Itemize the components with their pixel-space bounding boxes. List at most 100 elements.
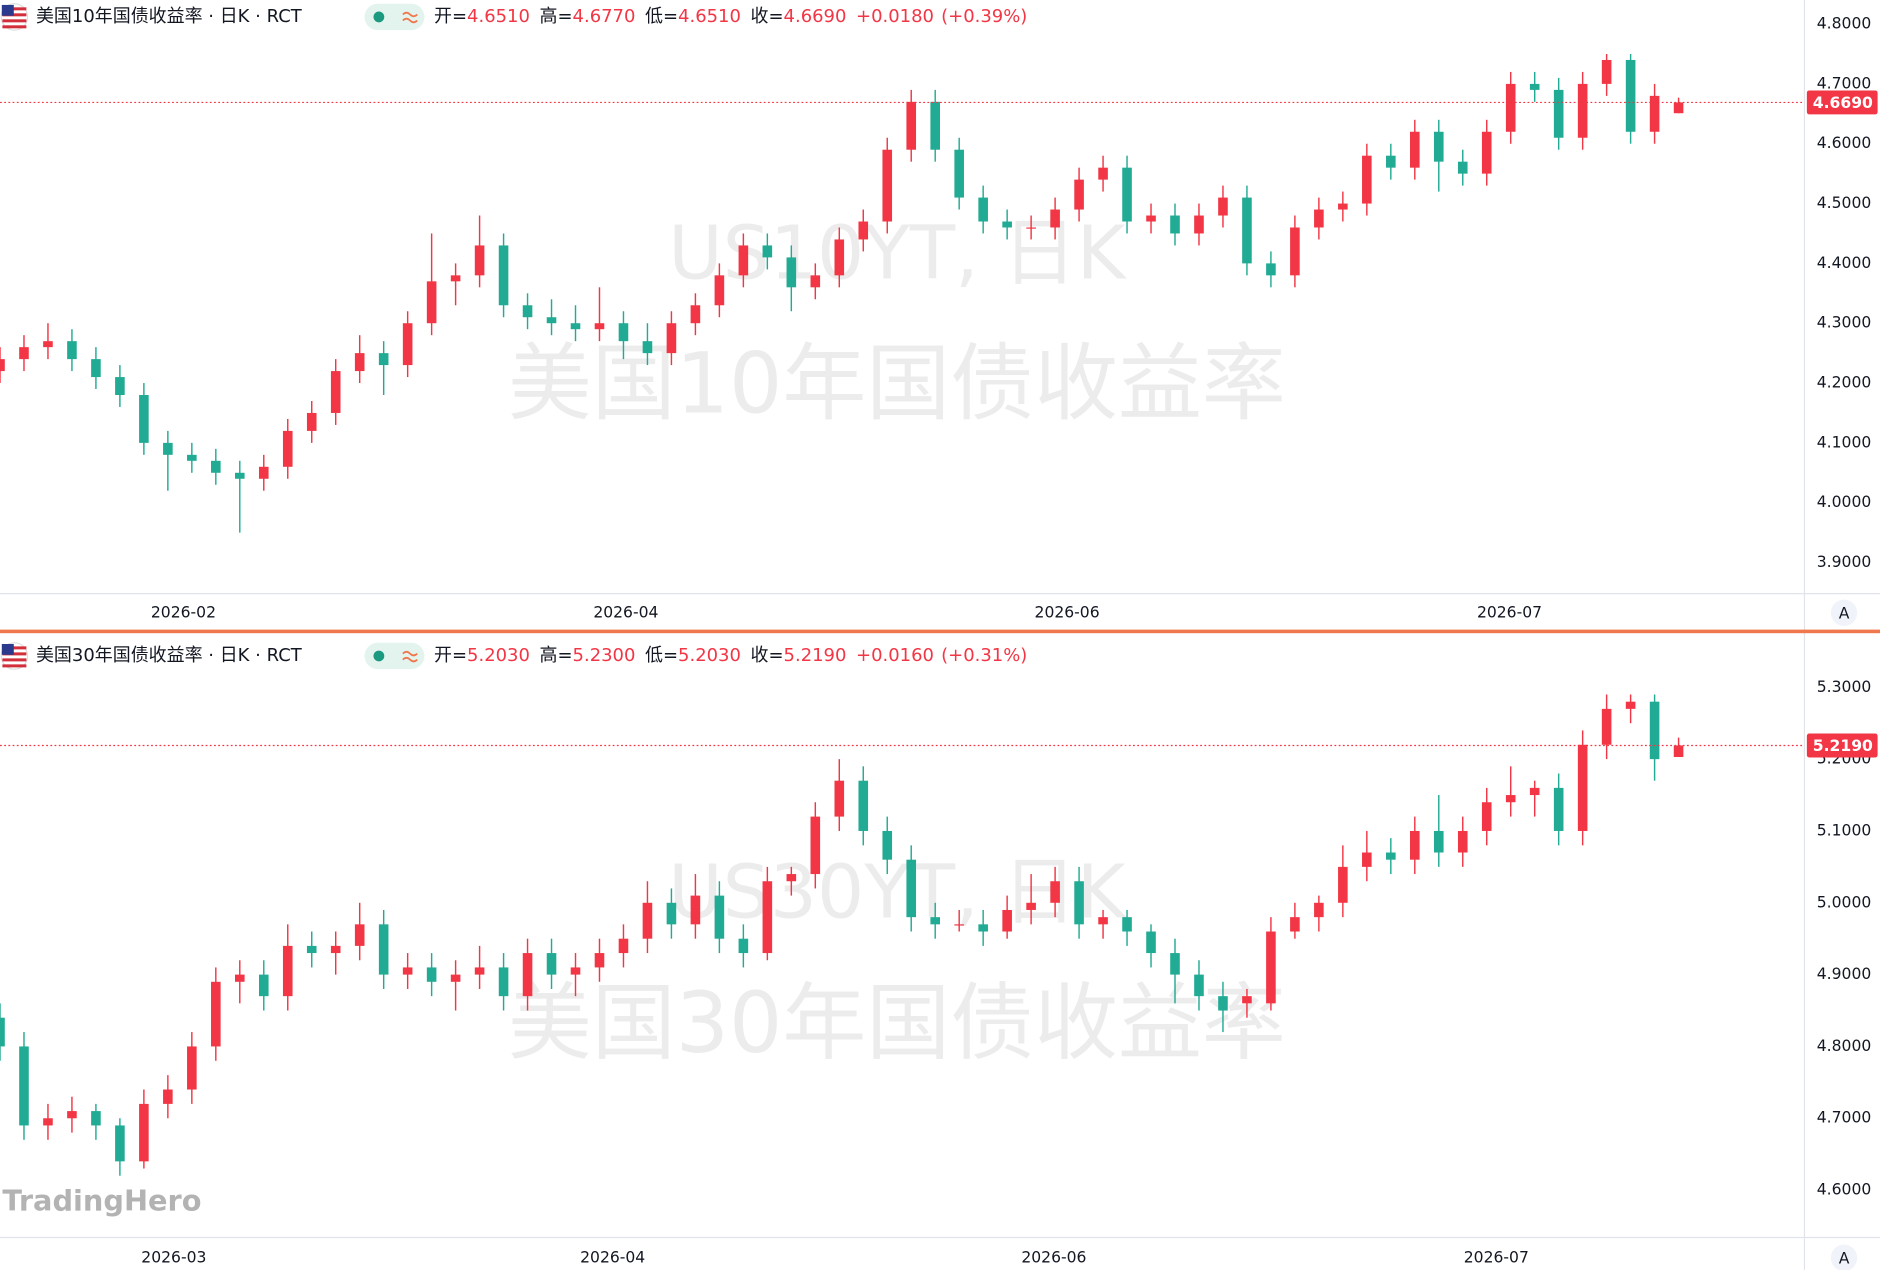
- y-tick-label: 4.1000: [1817, 433, 1872, 451]
- x-tick-label: 2026-06: [1021, 1248, 1086, 1266]
- candle-body: [1074, 881, 1084, 925]
- candle-body: [858, 780, 869, 831]
- candle-body: [1218, 197, 1228, 216]
- candle-body: [714, 275, 725, 306]
- candle-body: [690, 895, 701, 925]
- pane: US30YT, 日K美国30年国债收益率4.60004.70004.80004.…: [0, 642, 1878, 1270]
- candle-body: [546, 953, 557, 975]
- flag-stripe: [2, 652, 27, 656]
- candle-body: [738, 245, 749, 276]
- flag-stripe: [2, 7, 27, 11]
- candle-body: [67, 341, 77, 360]
- candle-body: [450, 974, 461, 982]
- candle-body: [1362, 852, 1372, 867]
- candle-body: [594, 323, 605, 330]
- candle-body: [1601, 59, 1612, 84]
- ohlc-value: 4.6690: [784, 6, 847, 27]
- candle-body: [1146, 931, 1156, 954]
- candle-body: [1074, 179, 1084, 210]
- candle-body: [1266, 263, 1276, 276]
- ohlc-name: 开=: [434, 6, 467, 27]
- change-pct: (+0.31%): [941, 645, 1027, 666]
- watermark: 美国30年国债收益率: [508, 974, 1286, 1072]
- x-tick-label: 2026-06: [1035, 603, 1100, 621]
- candle-body: [378, 353, 389, 366]
- candle-body: [786, 874, 797, 882]
- candle-body: [1338, 866, 1348, 903]
- candle-body: [91, 1111, 101, 1126]
- candle-body: [1386, 852, 1396, 860]
- candle-body: [1314, 209, 1324, 228]
- candle-body: [235, 974, 245, 982]
- candle-body: [1577, 744, 1588, 831]
- candle-body: [1673, 102, 1684, 114]
- candle-body: [330, 945, 341, 954]
- status-wave: [402, 650, 418, 663]
- candle-body: [1026, 227, 1036, 229]
- candle-body: [834, 239, 845, 276]
- y-tick-label: 5.1000: [1817, 821, 1872, 839]
- candle-body: [618, 938, 629, 954]
- ohlc-value: 5.2190: [784, 645, 847, 666]
- last-price-label: 4.6690: [1813, 94, 1873, 112]
- flag-stripe: [2, 13, 27, 17]
- candle-body: [258, 466, 269, 479]
- candle-body: [282, 430, 293, 467]
- candle-body: [570, 323, 581, 330]
- candle-body: [1218, 996, 1228, 1011]
- candle-body: [1146, 215, 1156, 222]
- candle-body: [978, 924, 988, 932]
- candle-body: [1362, 155, 1372, 204]
- axis-button[interactable]: [1830, 1244, 1858, 1270]
- axis-button-label[interactable]: A: [1839, 1250, 1850, 1268]
- candle-body: [1002, 221, 1012, 228]
- candle-body: [906, 101, 917, 150]
- change: +0.0160: [856, 645, 934, 666]
- candle-body: [1529, 83, 1540, 90]
- candle-body: [1433, 830, 1444, 853]
- candle-body: [1242, 197, 1252, 264]
- ohlc-readout: 开=4.6510 高=4.6770 低=4.6510 收=4.6690 +0.0180(…: [434, 6, 1027, 27]
- candle-body: [282, 945, 293, 997]
- candle-body: [306, 412, 317, 431]
- candle-body: [450, 275, 461, 282]
- candle-body: [1505, 83, 1516, 132]
- candle-body: [211, 981, 221, 1047]
- candle-body: [426, 281, 437, 324]
- ohlc-value: 4.6510: [467, 6, 530, 27]
- candle-body: [666, 323, 677, 354]
- candle-body: [930, 917, 940, 925]
- axis-button[interactable]: [1830, 599, 1858, 627]
- candle-body: [1410, 131, 1420, 168]
- candle-body: [1553, 787, 1564, 831]
- candle-body: [163, 1089, 173, 1104]
- candle-body: [187, 1046, 197, 1090]
- candle-body: [1649, 701, 1660, 760]
- candle-body: [1673, 745, 1684, 757]
- logo: TradingHero: [2, 1184, 201, 1218]
- candle-body: [1170, 215, 1180, 234]
- candle-body: [1625, 701, 1636, 709]
- ohlc-name: 低=: [645, 6, 678, 27]
- candle-body: [522, 953, 533, 997]
- flag-stripe: [2, 664, 27, 668]
- y-tick-label: 4.8000: [1817, 15, 1872, 33]
- candle-body: [19, 347, 29, 360]
- candle-body: [762, 881, 773, 954]
- candle-body: [474, 245, 485, 276]
- candle-body: [1529, 787, 1540, 796]
- ohlc-name: 开=: [434, 645, 467, 666]
- axis-button-label[interactable]: A: [1839, 605, 1850, 623]
- candle-body: [115, 1125, 125, 1162]
- x-tick-label: 2026-02: [151, 603, 216, 621]
- candle-body: [1505, 795, 1516, 803]
- candle-body: [906, 859, 917, 918]
- candle-body: [306, 945, 317, 954]
- y-tick-label: 5.0000: [1817, 893, 1872, 911]
- ohlc-value: 4.6510: [678, 6, 741, 27]
- candle-body: [1122, 917, 1132, 932]
- candle-body: [714, 895, 725, 939]
- candle-body: [1601, 708, 1612, 745]
